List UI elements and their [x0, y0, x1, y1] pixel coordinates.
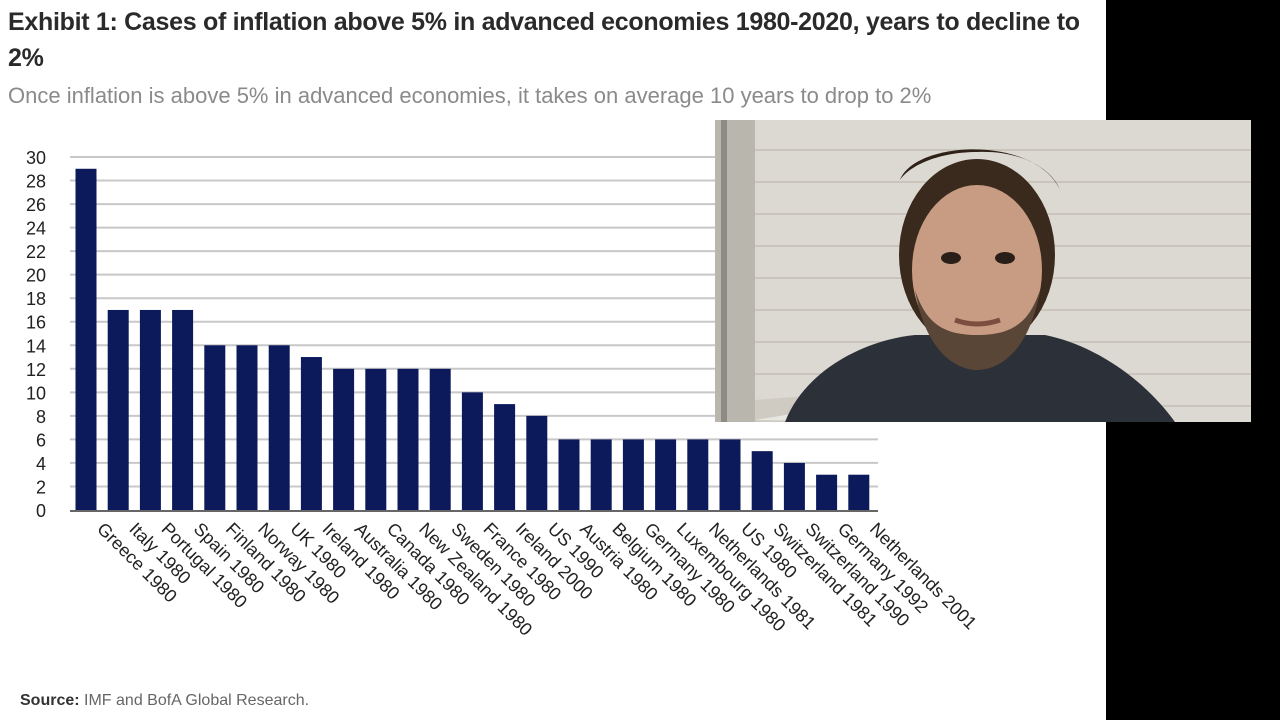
bar [687, 439, 709, 510]
bar [75, 168, 97, 510]
y-tick-label: 12 [26, 360, 46, 380]
y-tick-label: 2 [36, 477, 46, 497]
bar [558, 439, 580, 510]
bar [494, 404, 516, 510]
bar [139, 309, 161, 510]
bar [719, 439, 741, 510]
bar [429, 368, 451, 510]
bar [300, 357, 322, 510]
bar [590, 439, 612, 510]
bar [848, 474, 870, 510]
presenter-video [715, 120, 1251, 422]
y-tick-label: 14 [26, 336, 46, 356]
y-tick-label: 6 [36, 430, 46, 450]
bar [526, 415, 548, 510]
y-tick-label: 30 [26, 148, 46, 168]
bar [172, 309, 194, 510]
bar [816, 474, 838, 510]
bar [333, 368, 355, 510]
y-tick-label: 28 [26, 172, 46, 192]
bar [655, 439, 677, 510]
chart-subtitle: Once inflation is above 5% in advanced e… [8, 83, 932, 108]
y-tick-label: 26 [26, 195, 46, 215]
bar [236, 345, 258, 510]
bar [622, 439, 644, 510]
webcam-overlay [715, 120, 1251, 422]
source-text: IMF and BofA Global Research. [84, 692, 310, 709]
bar [461, 392, 483, 510]
bar [268, 345, 290, 510]
y-tick-label: 10 [26, 383, 46, 403]
bars [75, 168, 870, 510]
y-tick-label: 20 [26, 266, 46, 286]
y-tick-label: 24 [26, 219, 46, 239]
y-tick-label: 22 [26, 242, 46, 262]
bar [783, 462, 805, 510]
bar [365, 368, 387, 510]
source-note: Source: IMF and BofA Global Research. [20, 692, 309, 710]
bar [107, 309, 129, 510]
bar [397, 368, 419, 510]
chart-title: Exhibit 1: Cases of inflation above 5% i… [8, 8, 1080, 72]
y-tick-label: 4 [36, 454, 46, 474]
y-tick-label: 16 [26, 313, 46, 333]
source-label: Source: [20, 692, 80, 709]
y-tick-label: 8 [36, 407, 46, 427]
bar [751, 451, 773, 510]
bar [204, 345, 226, 510]
y-tick-label: 18 [26, 289, 46, 309]
y-tick-label: 0 [36, 501, 46, 521]
